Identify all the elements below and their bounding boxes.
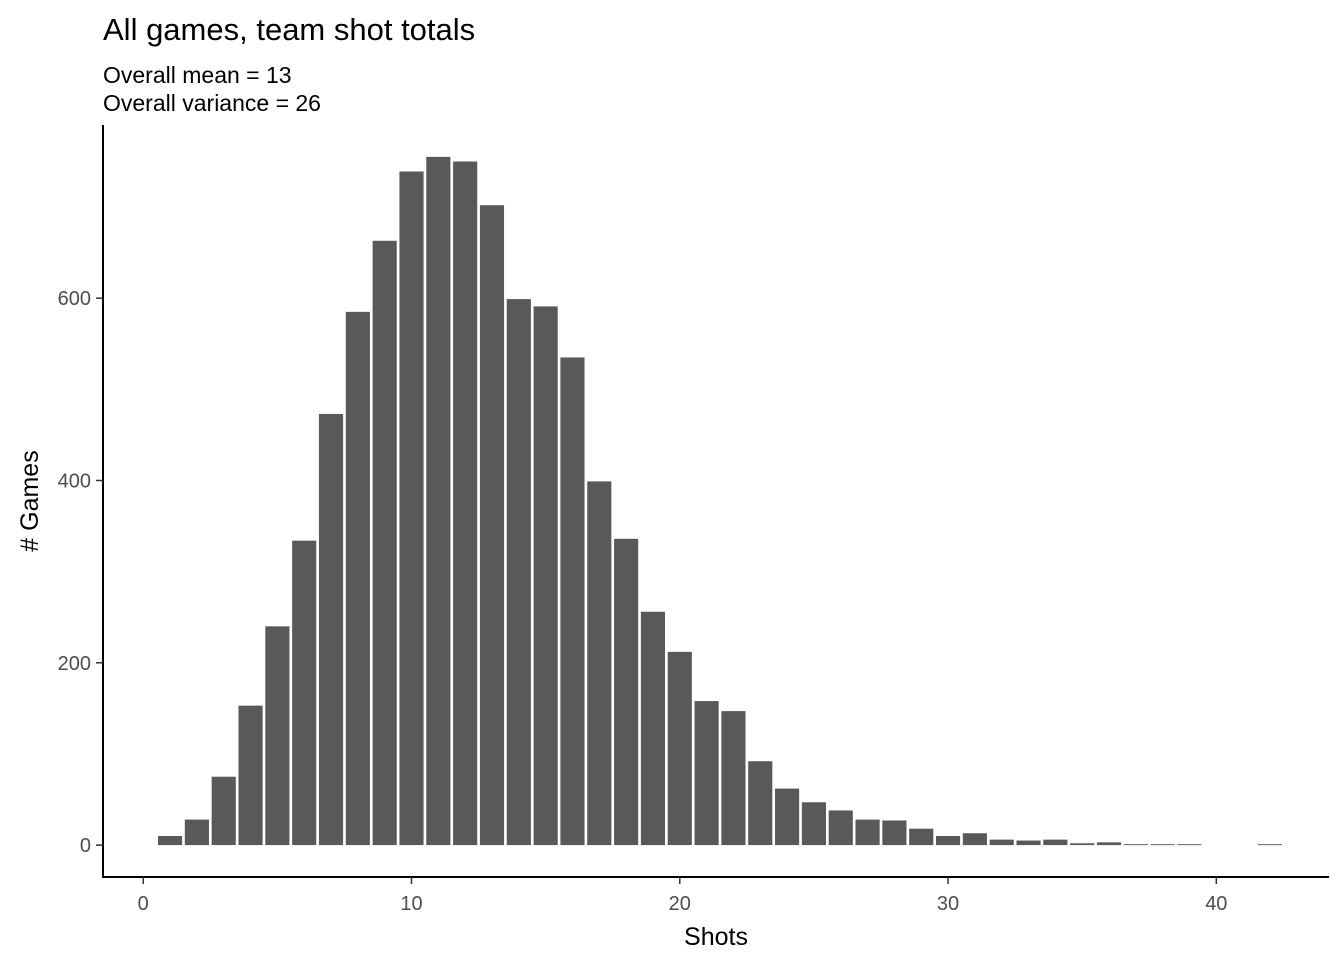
bar-shots-10 (399, 171, 424, 846)
bar-shots-32 (989, 839, 1014, 846)
bar-shots-25 (801, 802, 826, 846)
chart-subtitle-variance: Overall variance = 26 (103, 90, 321, 116)
y-tick-label: 0 (80, 835, 91, 857)
x-tick-label: 0 (138, 893, 149, 915)
y-axis-ticks: 0 200 400 600 (58, 288, 103, 857)
bar-shots-15 (533, 306, 558, 846)
bar-shots-11 (426, 156, 451, 846)
bar-shots-8 (345, 311, 370, 846)
x-tick-label: 30 (937, 893, 959, 915)
bar-shots-6 (292, 540, 317, 846)
x-axis-ticks: 0 10 20 30 40 (138, 877, 1227, 915)
bar-shots-2 (184, 819, 209, 846)
bar-shots-22 (721, 711, 746, 846)
bar-shots-7 (318, 413, 344, 846)
bar-shots-26 (828, 810, 853, 846)
bar-shots-1 (158, 835, 183, 846)
bar-shots-5 (265, 626, 290, 846)
bar-shots-36 (1096, 842, 1122, 846)
bar-shots-12 (453, 161, 478, 846)
bar-shots-13 (479, 205, 505, 846)
bar-shots-37 (1123, 844, 1148, 846)
chart-subtitle-mean: Overall mean = 13 (103, 62, 292, 88)
bar-shots-20 (667, 651, 692, 846)
x-tick-label: 10 (400, 893, 422, 915)
bar-shots-24 (775, 788, 800, 846)
bar-shots-23 (748, 761, 773, 846)
bar-shots-30 (935, 835, 961, 846)
bar-shots-33 (1016, 840, 1041, 846)
bar-shots-35 (1070, 843, 1095, 846)
bar-shots-29 (909, 828, 934, 846)
bar-shots-38 (1150, 844, 1175, 846)
x-axis-title: Shots (684, 923, 748, 951)
y-tick-label: 200 (58, 653, 91, 675)
x-tick-label: 20 (669, 893, 691, 915)
bar-shots-4 (238, 705, 263, 846)
y-tick-label: 400 (58, 470, 91, 492)
bar-shots-39 (1177, 844, 1202, 846)
bar-shots-19 (640, 611, 666, 846)
bar-shots-18 (614, 538, 639, 846)
bar-shots-16 (560, 357, 585, 846)
bar-shots-42 (1257, 844, 1283, 846)
bar-shots-9 (372, 240, 397, 846)
chart-title: All games, team shot totals (103, 12, 476, 47)
bar-shots-3 (211, 776, 236, 846)
bar-shots-21 (694, 701, 719, 846)
bar-shots-14 (506, 299, 531, 846)
bar-shots-31 (962, 833, 987, 846)
bar-shots-17 (587, 481, 612, 846)
bar-shots-34 (1043, 839, 1068, 846)
bar-shots-28 (882, 820, 907, 846)
bar-shots-27 (855, 819, 880, 846)
bars-group (158, 156, 1283, 846)
x-tick-label: 40 (1205, 893, 1227, 915)
y-axis-title: # Games (16, 450, 44, 551)
y-tick-label: 600 (58, 288, 91, 310)
